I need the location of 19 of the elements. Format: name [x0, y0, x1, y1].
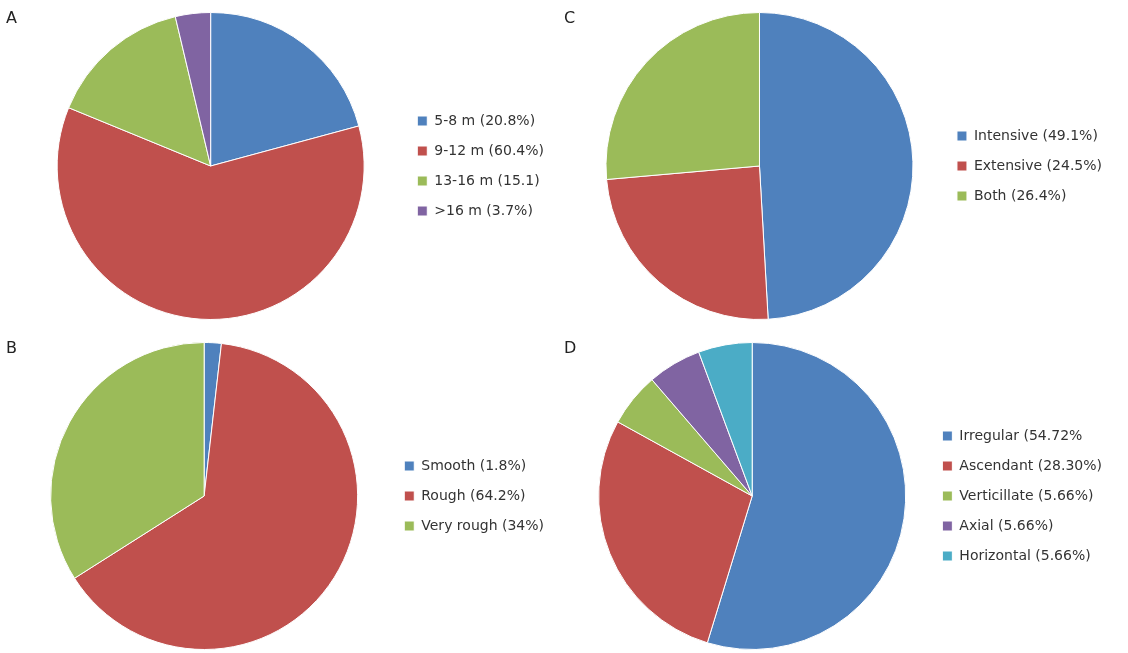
legend-label: Intensive (49.1%): [973, 126, 1098, 143]
legend-label: 5-8 m (20.8%): [434, 111, 536, 128]
legend-label: Very rough (34%): [421, 516, 544, 533]
legend-label: Irregular (54.72%: [959, 426, 1083, 443]
legend-label: 9-12 m (60.4%): [434, 141, 545, 158]
legend-label: Ascendant (28.30%): [959, 456, 1102, 473]
chart-title: C: [564, 8, 576, 27]
chart-title: B: [6, 338, 17, 357]
legend-label: Horizontal (5.66%): [959, 546, 1091, 563]
legend-label: Extensive (24.5%): [973, 156, 1103, 173]
legend-label: Axial (5.66%): [959, 516, 1054, 533]
legend-label: Smooth (1.8%): [421, 456, 527, 473]
legend-label: Rough (64.2%): [421, 486, 526, 503]
legend-label: Verticillate (5.66%): [959, 486, 1094, 503]
legend-label: Both (26.4%): [973, 186, 1067, 203]
chart-title: A: [6, 8, 17, 27]
legend-label: 13-16 m (15.1): [434, 171, 540, 188]
legend-label: >16 m (3.7%): [434, 201, 533, 218]
chart-title: D: [564, 338, 577, 357]
